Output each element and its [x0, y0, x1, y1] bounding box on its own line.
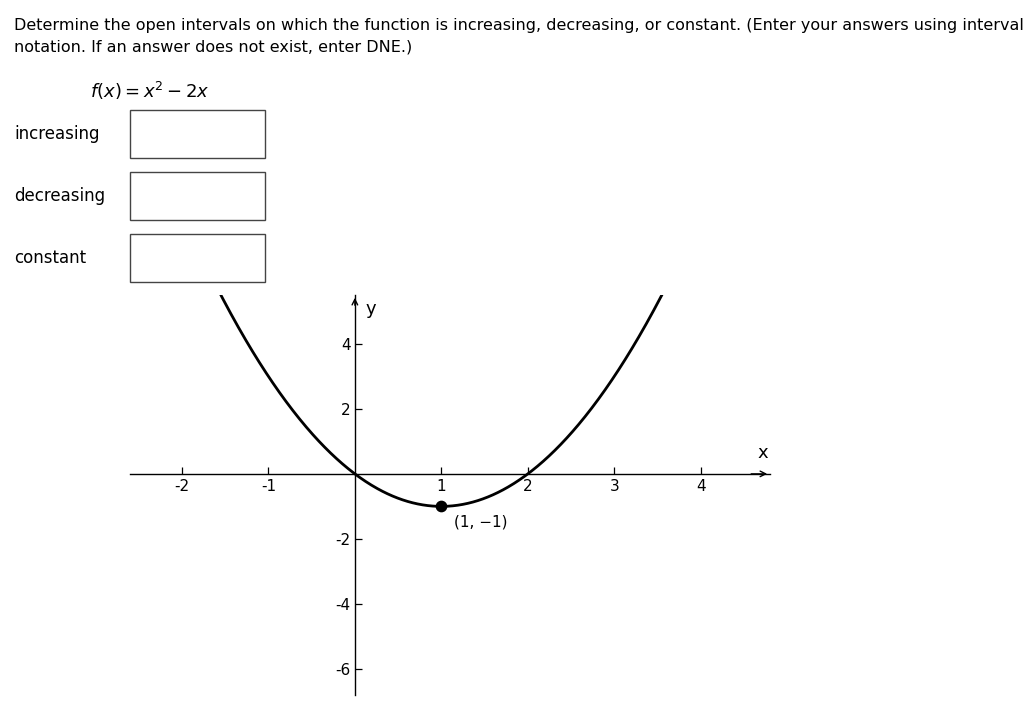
Bar — [130, 110, 265, 158]
Text: $f(x) = x^2 - 2x$: $f(x) = x^2 - 2x$ — [90, 80, 210, 102]
Text: constant: constant — [14, 249, 86, 267]
Point — [433, 501, 450, 512]
Bar — [130, 172, 265, 220]
Text: x: x — [758, 445, 768, 463]
Text: decreasing: decreasing — [14, 187, 105, 205]
Bar — [130, 234, 265, 282]
Text: increasing: increasing — [14, 125, 99, 143]
Text: y: y — [366, 300, 376, 318]
Text: (1, −1): (1, −1) — [455, 515, 508, 530]
Text: Determine the open intervals on which the function is increasing, decreasing, or: Determine the open intervals on which th… — [14, 18, 1024, 54]
